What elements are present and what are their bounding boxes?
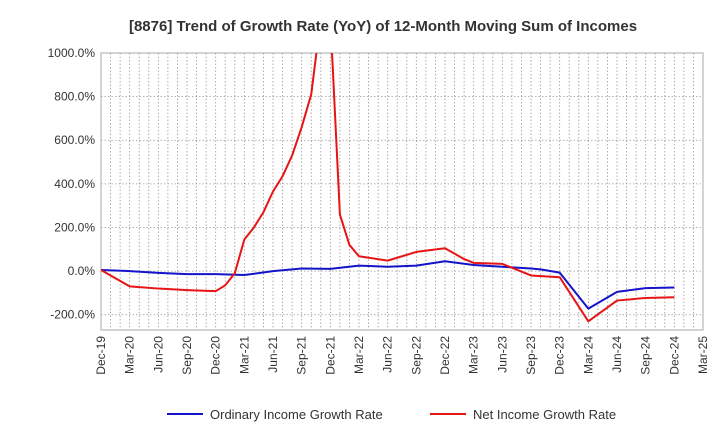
x-tick-label: Dec-22 (438, 336, 452, 375)
x-tick-label: Jun-21 (266, 336, 280, 373)
y-tick-label: 600.0% (54, 133, 95, 147)
x-tick-label: Mar-20 (123, 336, 137, 374)
x-tick-label: Sep-24 (639, 336, 653, 375)
x-tick-label: Dec-23 (553, 336, 567, 375)
x-tick-label: Jun-22 (381, 336, 395, 373)
x-tick-label: Jun-23 (495, 336, 509, 373)
series-layer (101, 53, 675, 323)
plot-frame (100, 52, 704, 331)
series-line-2 (101, 53, 675, 323)
y-tick-label: 200.0% (54, 220, 95, 234)
y-tick-label: 1000.0% (48, 46, 96, 60)
x-tick-label: Mar-25 (696, 336, 710, 374)
x-tick-label: Dec-24 (667, 336, 681, 375)
plot-area (100, 52, 704, 331)
legend-label: Net Income Growth Rate (473, 407, 616, 422)
x-tick-label: Dec-21 (323, 336, 337, 375)
y-tick-label: 0.0% (68, 264, 96, 278)
x-tick-label: Mar-21 (237, 336, 251, 374)
series-line-1 (101, 260, 675, 310)
legend-label: Ordinary Income Growth Rate (210, 407, 383, 422)
x-tick-label: Jun-20 (151, 336, 165, 373)
x-tick-label: Sep-23 (524, 336, 538, 375)
x-tick-label: Dec-20 (209, 336, 223, 375)
x-tick-label: Dec-19 (94, 336, 108, 375)
y-axis: 1000.0% 800.0% 600.0% 400.0% 200.0% 0.0% -200.… (48, 46, 96, 322)
chart-title: [8876] Trend of Growth Rate (YoY) of 12-… (129, 18, 637, 35)
x-tick-label: Sep-22 (409, 336, 423, 375)
x-tick-label: Mar-24 (581, 336, 595, 374)
grid (101, 53, 703, 330)
y-tick-label: 400.0% (54, 177, 95, 191)
y-tick-label: -200.0% (50, 308, 95, 322)
x-axis: Dec-19 Mar-20 Jun-20 Sep-20 Dec-20 Mar-21 Jun-… (94, 336, 710, 375)
x-tick-label: Mar-23 (467, 336, 481, 374)
x-tick-label: Sep-20 (180, 336, 194, 375)
x-tick-label: Mar-22 (352, 336, 366, 374)
x-tick-label: Sep-21 (295, 336, 309, 375)
y-tick-label: 800.0% (54, 90, 95, 104)
legend: Ordinary Income Growth Rate Net Income Gr… (167, 407, 616, 422)
x-tick-label: Jun-24 (610, 336, 624, 373)
